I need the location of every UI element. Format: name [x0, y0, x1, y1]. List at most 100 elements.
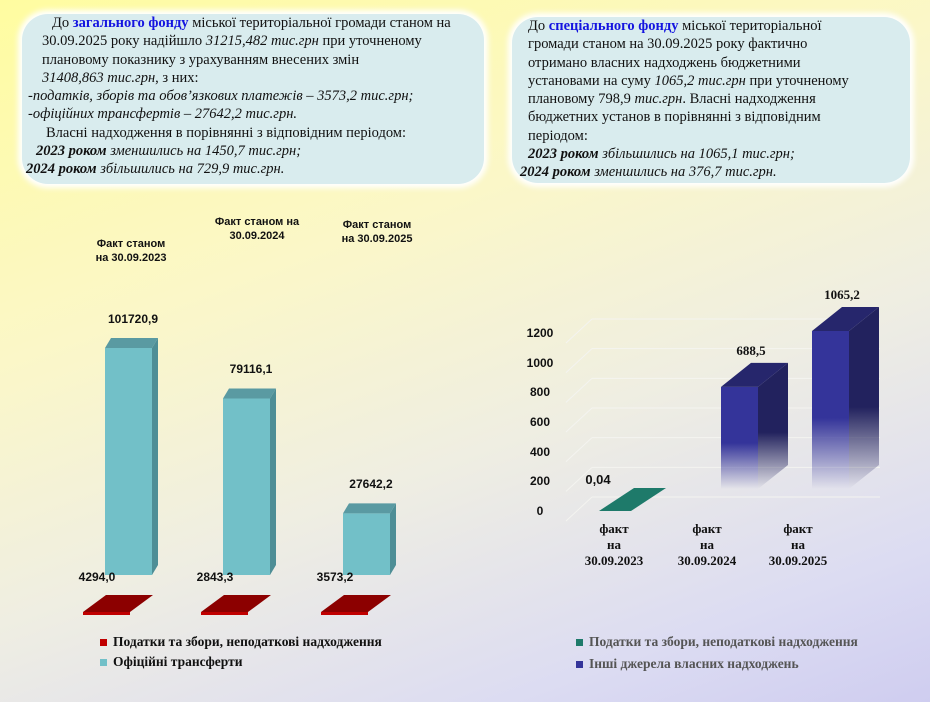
keyword: спеціального фонду — [548, 18, 679, 34]
tax-bar-front — [321, 612, 368, 615]
y-tick-label: 600 — [529, 415, 551, 429]
text: -податків, зборів та обов’язкових платеж… — [28, 88, 414, 105]
tax-bar — [599, 488, 666, 511]
transfer-bar-top — [223, 388, 276, 399]
other-sources-bar-side — [758, 362, 788, 489]
year: 2024 роком — [520, 164, 591, 181]
transfer-bar-side — [270, 388, 276, 575]
special-fund-note: До спеціального фонду міської територіал… — [512, 17, 910, 183]
text: збільшились на 729,9 тис.грн. — [96, 161, 285, 178]
data-label: 3573,2 — [316, 570, 354, 584]
text: До — [52, 15, 73, 31]
transfer-bar-front — [343, 513, 390, 575]
text: громади станом на 30.09.2025 року фактич… — [528, 36, 808, 53]
legend-item-left-0: Податки та збори, неподаткові надходженн… — [100, 634, 382, 650]
legend-label: Податки та збори, неподаткові надходженн… — [589, 634, 858, 649]
text: при уточненому — [745, 72, 849, 89]
text: установами на суму — [528, 72, 655, 89]
tax-bar-front — [83, 612, 130, 615]
legend-label: Інші джерела власних надходжень — [589, 656, 799, 671]
text: Власні надходження в порівнянні з відпов… — [46, 124, 407, 141]
text: міської територіальної громади станом на — [188, 15, 451, 31]
tax-bar-top — [321, 595, 391, 612]
y-tick-label: 800 — [529, 385, 551, 400]
transfer-bar-side — [152, 338, 158, 575]
general-fund-note: До загального фонду міської територіальн… — [22, 14, 484, 184]
transfer-bar-side — [390, 503, 396, 575]
text: плановому 798,9 — [528, 91, 635, 108]
category-label: факт — [783, 521, 813, 536]
category-label: Факт станом — [96, 238, 166, 250]
text: плановому показнику з урахуванням внесен… — [42, 51, 360, 68]
category-label: 30.09.2024 — [229, 230, 285, 242]
year: 2023 роком — [36, 143, 107, 160]
data-label: 688,5 — [736, 342, 766, 358]
y-tick-label: 400 — [529, 444, 551, 459]
text: при уточненому — [318, 33, 422, 50]
category-label: 30.09.2024 — [677, 553, 737, 568]
category-label: на — [700, 537, 714, 552]
legend-swatch — [576, 638, 583, 646]
data-label: 1065,2 — [824, 286, 860, 302]
legend-swatch — [576, 660, 583, 668]
year: 2023 роком — [528, 146, 599, 163]
grid-line-diagonal — [565, 407, 593, 433]
data-label: 27642,2 — [349, 477, 393, 492]
grid-line-diagonal — [565, 348, 593, 374]
category-label: факт — [599, 521, 629, 536]
text: збільшились на 1065,1 тис.грн; — [598, 146, 795, 163]
other-sources-bar-front — [812, 330, 849, 489]
category-label: факт — [692, 521, 722, 536]
category-label: на 30.09.2025 — [341, 233, 413, 245]
legend-swatch — [100, 638, 107, 646]
amount: 31408,863 тис.грн — [42, 69, 156, 86]
text: -офіційних трансфертів – 27642,2 тис.грн… — [28, 106, 298, 123]
category-label: Факт станом — [342, 219, 412, 231]
text: . Власні надходження — [682, 91, 816, 108]
amount: 31215,482 тис.грн — [205, 33, 319, 50]
keyword: загального фонду — [72, 15, 189, 31]
transfer-bar-front — [223, 398, 270, 575]
data-label: 2843,3 — [196, 570, 234, 584]
grid-line-diagonal — [565, 496, 593, 522]
legend-label: Податки та збори, неподаткові надходженн… — [113, 634, 382, 649]
category-label: на — [607, 537, 621, 552]
text: 30.09.2025 року надійшло — [42, 33, 206, 50]
transfer-bar-front — [105, 348, 152, 575]
text: зменшились на 1450,7 тис.грн; — [106, 143, 302, 160]
text: , з них: — [155, 69, 199, 86]
y-tick-label: 200 — [529, 474, 551, 489]
grid-line-diagonal — [565, 318, 593, 344]
text: До — [528, 18, 549, 34]
grid-line-diagonal — [565, 466, 593, 492]
legend-label: Офіційні трансферти — [113, 654, 243, 669]
other-sources-bar-side — [849, 306, 879, 489]
category-label: 30.09.2025 — [768, 553, 828, 568]
tax-bar-top — [201, 595, 271, 612]
category-label: на 30.09.2023 — [95, 252, 167, 264]
category-label: Факт станом на — [214, 216, 300, 228]
tax-bar-front — [201, 612, 248, 615]
category-label: на — [791, 537, 805, 552]
other-sources-bar-front — [721, 386, 758, 489]
legend-item-right-0: Податки та збори, неподаткові надходженн… — [576, 634, 858, 650]
data-label: 4294,0 — [78, 570, 116, 584]
data-label: 0,04 — [585, 472, 611, 487]
transfer-bar-top — [105, 338, 158, 348]
text: зменшились на 376,7 тис.грн. — [590, 164, 777, 181]
amount: 1065,2 тис.грн — [654, 72, 746, 89]
data-label: 101720,9 — [107, 312, 159, 326]
y-tick-label: 0 — [536, 504, 544, 518]
text: отримано власних надходжень бюджетними — [528, 54, 801, 71]
data-label: 79116,1 — [229, 362, 273, 377]
y-tick-label: 1000 — [526, 355, 554, 370]
y-tick-label: 1200 — [526, 326, 554, 340]
other-sources-bar-top — [721, 362, 788, 387]
legend-item-left-1: Офіційні трансферти — [100, 654, 243, 670]
grid-line-diagonal — [565, 377, 593, 403]
text: періодом: — [528, 127, 588, 144]
text: бюджетних установ в порівнянні з відпові… — [528, 109, 821, 126]
text: міської територіальної — [678, 18, 822, 34]
